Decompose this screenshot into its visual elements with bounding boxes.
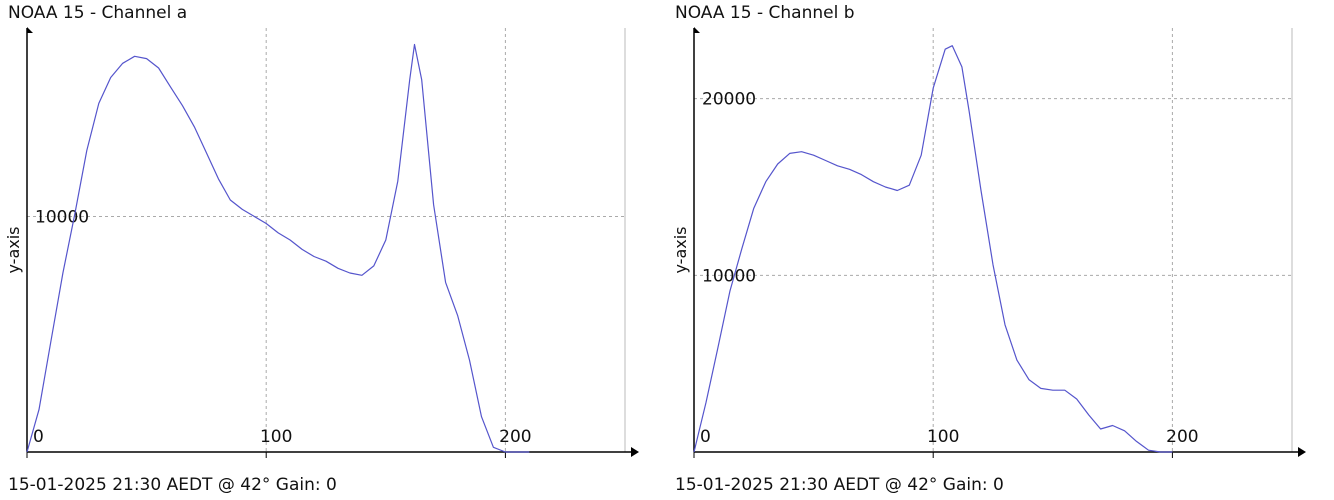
- chart-plot-area: 0 100 200 10000 y-axis: [4, 27, 639, 458]
- chart-plot-area: 0 100 200 10000 20000 y-axis: [671, 27, 1306, 458]
- plot-background: [694, 28, 1292, 452]
- chart-footer-caption: 15-01-2025 21:30 AEDT @ 42° Gain: 0: [675, 475, 1004, 495]
- y-tick-label: 20000: [702, 90, 756, 110]
- x-axis-arrow: [631, 447, 639, 457]
- y-axis-label: y-axis: [671, 226, 690, 273]
- x-tick-label: 100: [260, 427, 292, 447]
- chart-panel-channel-a: NOAA 15 - Channel a 0 100 200 10000 y-axis 1…: [4, 3, 639, 495]
- series-line: [693, 45, 1173, 453]
- plot-background: [27, 28, 625, 452]
- chart-panel-channel-b: NOAA 15 - Channel b 0 100 200 10000 20000 y-a…: [667, 0, 1334, 500]
- x-axis-arrow: [1298, 447, 1306, 457]
- x-tick-label: 200: [1166, 427, 1198, 447]
- chart-footer-caption: 15-01-2025 21:30 AEDT @ 42° Gain: 0: [8, 475, 337, 495]
- chart-title: NOAA 15 - Channel b: [675, 3, 855, 23]
- x-tick-label: 0: [700, 427, 711, 447]
- x-tick-label: 0: [33, 427, 44, 447]
- chart-title: NOAA 15 - Channel a: [8, 3, 188, 23]
- y-axis-arrow: [694, 27, 700, 33]
- series-line: [26, 43, 530, 453]
- x-tick-label: 100: [927, 427, 959, 447]
- y-axis-arrow: [27, 27, 33, 33]
- y-tick-label: 10000: [702, 266, 756, 286]
- y-axis-label: y-axis: [4, 226, 23, 273]
- y-tick-label: 10000: [35, 207, 89, 227]
- x-tick-label: 200: [499, 427, 531, 447]
